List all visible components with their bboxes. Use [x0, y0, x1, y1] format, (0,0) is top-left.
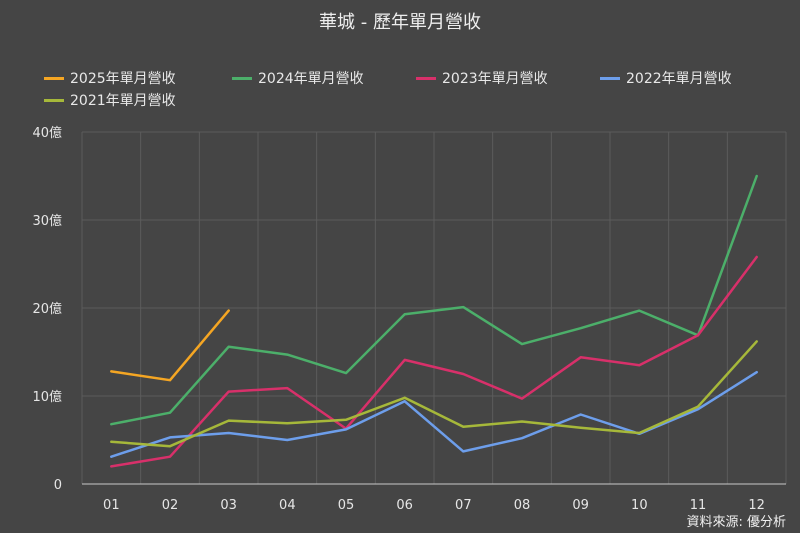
axis-layer: 0 10億 20億 30億 40億 01 02 03 04 05 06 07 08 09 10 11 12 — [32, 125, 786, 513]
x-tick-label: 08 — [514, 498, 531, 513]
legend-item-2021: 2021年單月營收 — [44, 90, 176, 110]
series-line-2025年單月營收 — [110, 309, 230, 382]
legend-label-2025: 2025年單月營收 — [70, 71, 176, 87]
legend-swatch-2021 — [44, 98, 64, 102]
legend-swatch-2023 — [416, 76, 436, 80]
y-tick-label: 0 — [54, 478, 62, 493]
series-line-2021年單月營收 — [110, 340, 758, 448]
x-tick-label: 02 — [162, 498, 179, 513]
series-line-2023年單月營收 — [110, 255, 758, 468]
legend-item-2025: 2025年單月營收 — [44, 68, 176, 88]
legend-item-2022: 2022年單月營收 — [600, 68, 732, 88]
grid-layer — [81, 131, 787, 484]
legend-item-2024: 2024年單月營收 — [232, 68, 364, 88]
chart-title: 華城 - 歷年單月營收 — [319, 12, 481, 33]
legend-swatch-2024 — [232, 76, 252, 80]
chart-legend: 2025年單月營收 2024年單月營收 2023年單月營收 2022年單月營收 … — [44, 68, 784, 112]
x-tick-label: 06 — [396, 498, 413, 513]
x-tick-label: 01 — [103, 498, 120, 513]
y-tick-label: 10億 — [32, 389, 62, 405]
legend-item-2023: 2023年單月營收 — [416, 68, 548, 88]
x-tick-label: 12 — [748, 498, 765, 513]
y-tick-label: 20億 — [32, 301, 62, 317]
x-tick-label: 04 — [279, 498, 296, 513]
x-tick-label: 07 — [455, 498, 472, 513]
x-tick-label: 03 — [220, 498, 237, 513]
legend-label-2022: 2022年單月營收 — [626, 71, 732, 87]
series-layer — [110, 174, 758, 468]
x-tick-label: 09 — [572, 498, 589, 513]
x-tick-label: 10 — [631, 498, 648, 513]
y-tick-label: 40億 — [32, 125, 62, 141]
series-line-2024年單月營收 — [110, 174, 758, 426]
x-tick-label: 05 — [338, 498, 355, 513]
legend-label-2024: 2024年單月營收 — [258, 71, 364, 87]
legend-label-2023: 2023年單月營收 — [442, 71, 548, 87]
legend-label-2021: 2021年單月營收 — [70, 93, 176, 109]
legend-swatch-2025 — [44, 76, 64, 80]
legend-swatch-2022 — [600, 76, 620, 80]
y-tick-label: 30億 — [32, 213, 62, 229]
source-note: 資料來源: 優分析 — [686, 515, 786, 530]
x-tick-label: 11 — [690, 498, 707, 513]
